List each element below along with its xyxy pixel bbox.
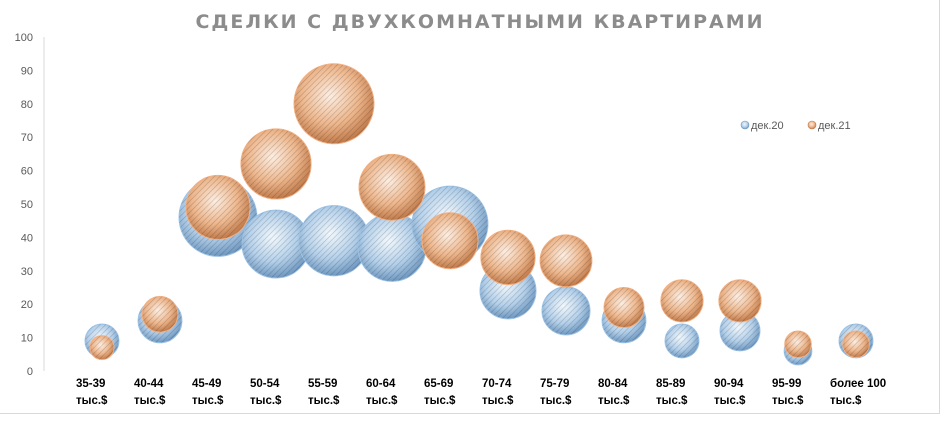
- x-category-label: 60-64 тыс.$: [366, 378, 398, 407]
- legend-marker-icon: [740, 120, 750, 130]
- legend-marker-icon: [807, 120, 817, 130]
- x-category-label: 85-89 тыс.$: [656, 378, 688, 407]
- bubble-дек.20-55-59: [298, 205, 370, 277]
- x-category-label: более 100 тыс.$: [830, 378, 886, 407]
- bubble-дек.21-75-79: [539, 234, 593, 288]
- x-category-label: 65-69 тыс.$: [424, 378, 456, 407]
- x-category-label: 95-99 тыс.$: [772, 378, 804, 407]
- x-category-label: 45-49 тыс.$: [192, 378, 224, 407]
- y-tick-label: 20: [21, 299, 33, 311]
- bubble-дек.20-75-79: [541, 286, 591, 336]
- x-category-label: 55-59 тыс.$: [308, 378, 340, 407]
- bubble-дек.21-95-99: [784, 330, 812, 359]
- x-category-label: 75-79 тыс.$: [540, 378, 572, 407]
- bubble-дек.20-60-64: [357, 212, 427, 282]
- bubble-дек.20-85-89: [664, 323, 700, 359]
- y-tick-label: 50: [21, 199, 33, 211]
- bubble-дек.21-80-84: [603, 287, 645, 329]
- chart-title: СДЕЛКИ С ДВУХКОМНАТНЫМИ КВАРТИРАМИ: [195, 11, 764, 33]
- y-tick-label: 100: [15, 32, 33, 44]
- y-tick-label: 90: [21, 65, 33, 77]
- y-tick-label: 60: [21, 166, 33, 178]
- bubble-дек.21-45-49: [185, 174, 251, 240]
- x-category-label: 90-94 тыс.$: [714, 378, 746, 407]
- x-category-label: 80-84 тыс.$: [598, 378, 630, 407]
- bubble-дек.21-55-59: [293, 63, 375, 145]
- x-category-label: 40-44 тыс.$: [134, 378, 166, 407]
- y-tick-label: 30: [21, 266, 33, 278]
- bubble-дек.21-70-74: [480, 229, 536, 286]
- legend-item: дек.21: [807, 120, 851, 132]
- x-category-label: 70-74 тыс.$: [482, 378, 514, 407]
- bubble-дек.21-40-44: [141, 295, 179, 333]
- bubble-дек.20-50-54: [241, 209, 311, 279]
- bubble-дек.21-35-39: [89, 335, 115, 361]
- bubble-дек.21-50-54: [240, 128, 312, 200]
- y-tick-label: 10: [21, 333, 33, 345]
- y-tick-label: 40: [21, 232, 33, 244]
- chart-area: [0, 0, 940, 414]
- bubble-дек.21-90-94: [718, 279, 762, 323]
- legend-label: дек.21: [818, 120, 851, 132]
- y-tick-label: 70: [21, 132, 33, 144]
- legend-item: дек.20: [740, 120, 784, 132]
- bubble-дек.21-85-89: [660, 279, 704, 323]
- bubble-дек.20-90-94: [719, 310, 761, 352]
- y-tick-label: 0: [27, 366, 33, 378]
- legend-label: дек.20: [751, 120, 784, 132]
- x-category-label: 50-54 тыс.$: [250, 378, 282, 407]
- bubble-дек.21-65-69: [421, 212, 479, 270]
- x-category-label: 35-39 тыс.$: [76, 378, 108, 407]
- y-tick-label: 80: [21, 99, 33, 111]
- bubble-дек.21-более 100: [842, 330, 870, 359]
- bubble-дек.21-60-64: [358, 153, 426, 221]
